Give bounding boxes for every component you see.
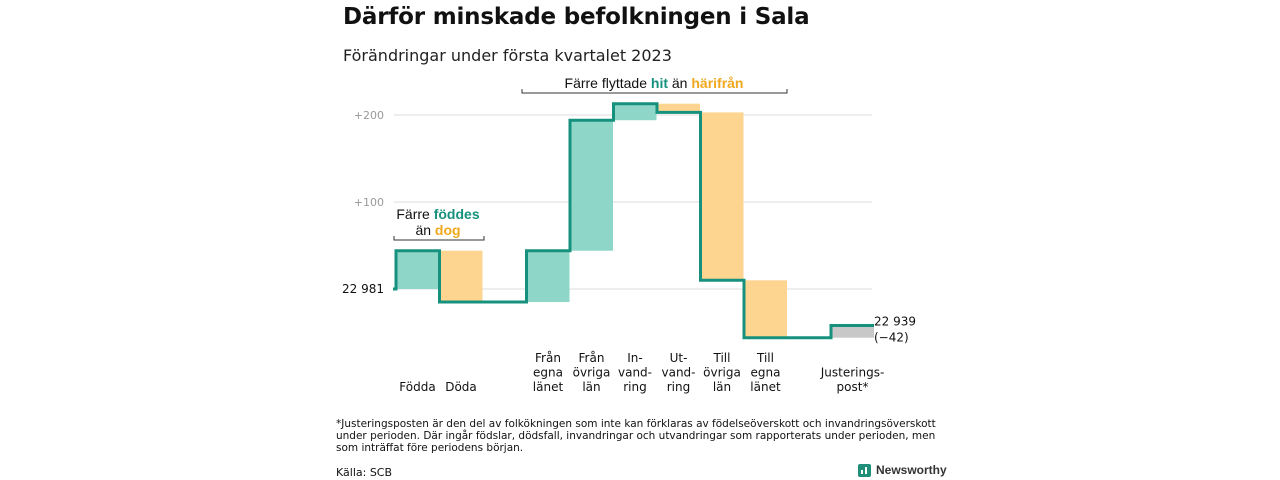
- bar-2: [439, 250, 483, 303]
- bar-6: [657, 103, 700, 113]
- end-value-label: 22 939: [874, 315, 916, 329]
- migration-annotation-bracket: [521, 89, 788, 94]
- births-annotation-line1: Färre föddes: [396, 206, 479, 222]
- footnote: *Justeringsposten är den del av folkökni…: [336, 418, 936, 454]
- y-tick-label: +100: [354, 196, 384, 209]
- category-label: Döda: [445, 380, 477, 394]
- bar-9: [831, 325, 874, 338]
- births-annotation-line2: än dog: [415, 222, 460, 238]
- chart-title: Därför minskade befolkningen i Sala: [343, 4, 810, 30]
- category-label: Födda: [399, 380, 435, 394]
- category-label: In-vand-ring: [618, 351, 652, 394]
- brand-logo: Newsworthy: [858, 463, 947, 477]
- births-annotation-bracket: [393, 236, 485, 241]
- bar-7: [700, 112, 744, 281]
- y-tick-label: +200: [354, 109, 384, 122]
- bar-1: [396, 250, 439, 289]
- brand-name: Newsworthy: [876, 463, 947, 477]
- start-value-label: 22 981: [342, 282, 384, 296]
- source-credit: Källa: SCB: [336, 466, 393, 479]
- migration-annotation: Färre flyttade hit än härifrån: [565, 75, 744, 91]
- category-label: Ut-vand-ring: [661, 351, 695, 394]
- category-label: Justerings-post*: [820, 366, 885, 395]
- bar-4: [570, 120, 613, 251]
- newsworthy-icon: [858, 463, 871, 477]
- bar-5: [613, 103, 657, 121]
- category-label: Från egna länet: [533, 351, 564, 394]
- end-change-label: (−42): [874, 331, 909, 345]
- chart-subtitle: Förändringar under första kvartalet 2023: [343, 46, 672, 65]
- category-label: Från övriga län: [573, 351, 611, 394]
- category-label: Till egna länet: [750, 351, 781, 394]
- category-label: Till övriga län: [703, 351, 741, 394]
- cumulative-step-line: [393, 102, 874, 340]
- waterfall-chart: +100 +200 Födda Döda Från egna länet Från övrig…: [342, 75, 916, 395]
- bar-8: [744, 280, 787, 338]
- bar-3: [526, 250, 570, 303]
